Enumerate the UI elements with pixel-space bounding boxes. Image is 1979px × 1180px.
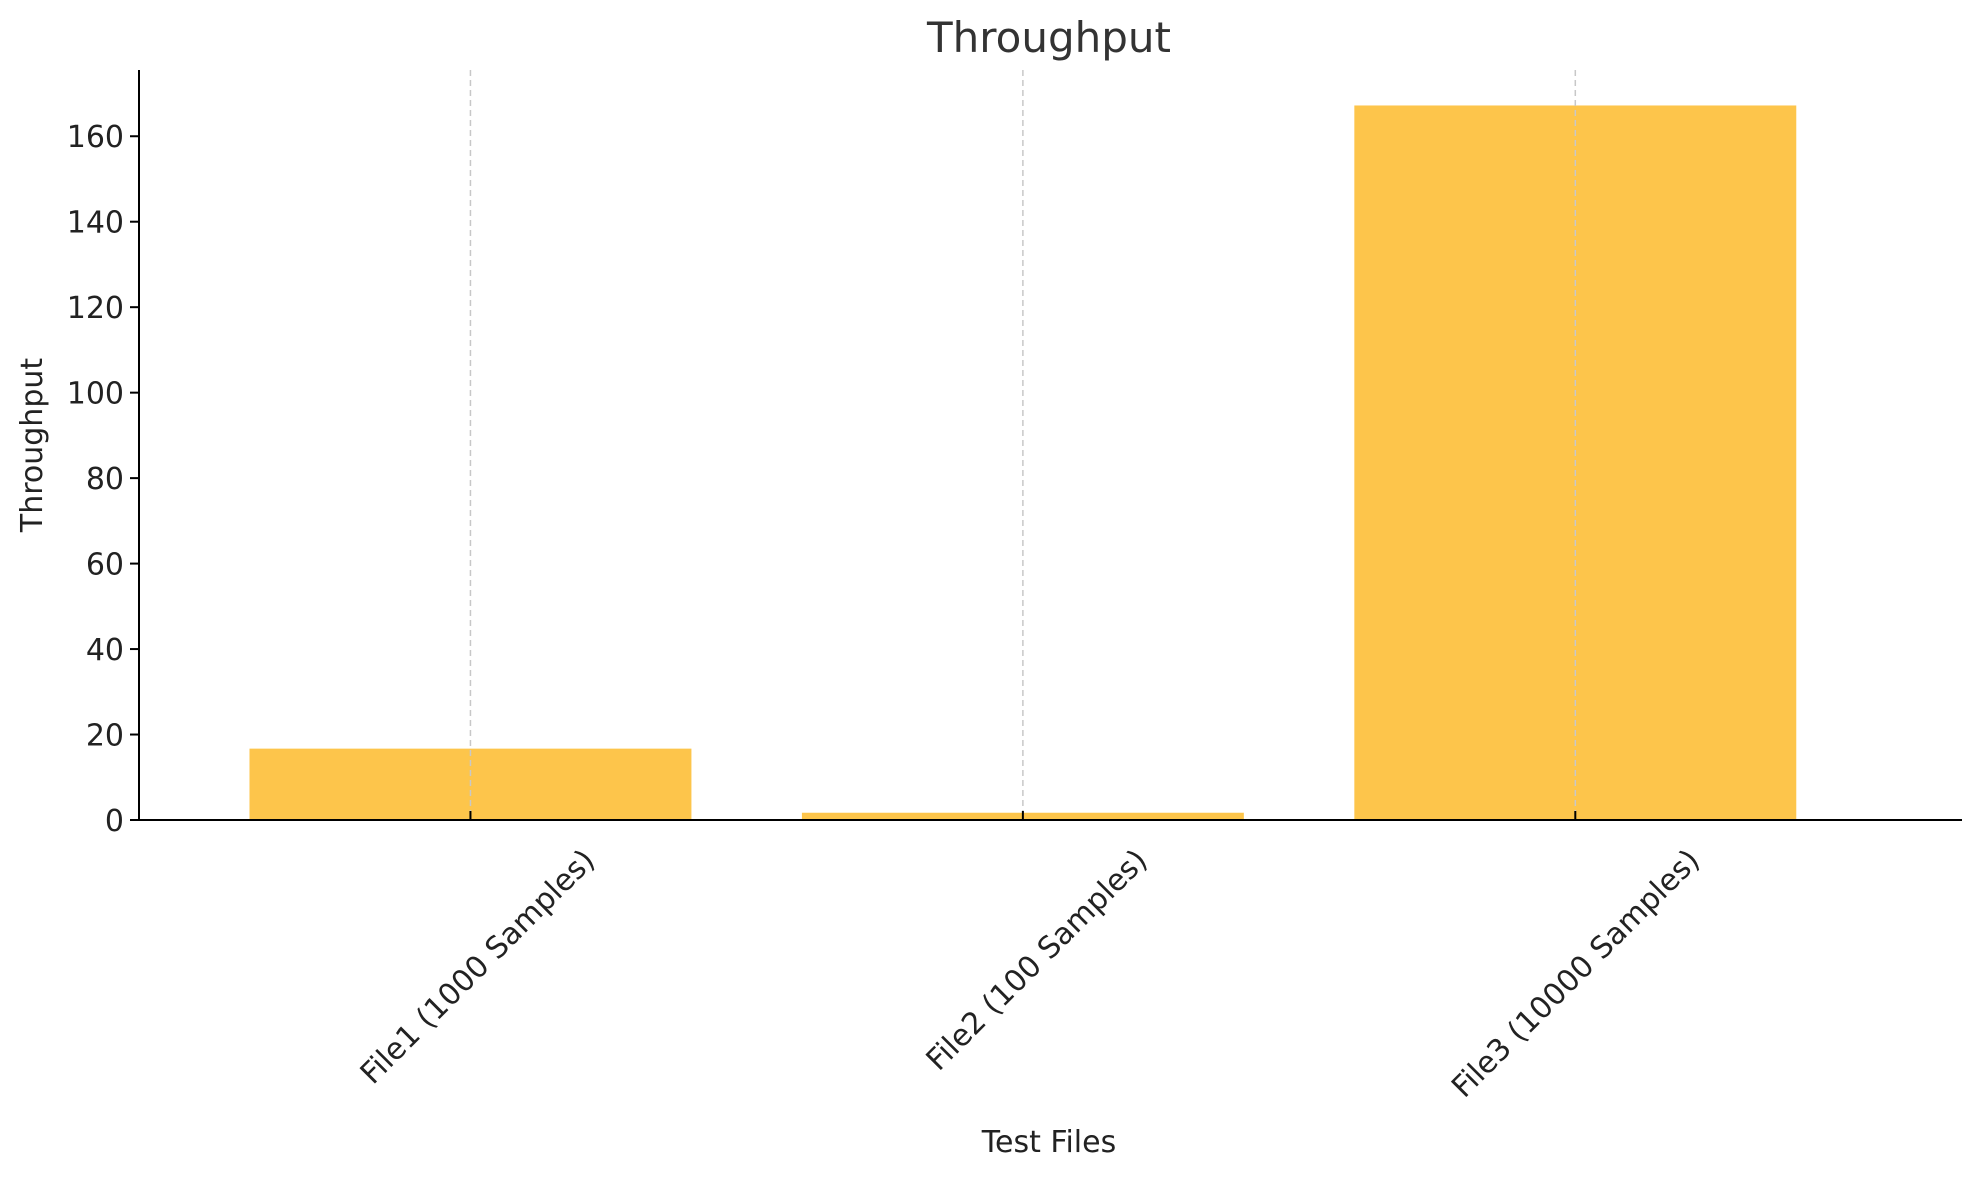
y-tick-label-40: 40 [86, 633, 124, 668]
y-tick-label-120: 120 [67, 291, 124, 326]
x-tick-label-3: File3 (10000 Samples) [1445, 843, 1707, 1105]
y-tick-label-140: 140 [67, 206, 124, 241]
y-tick-label-20: 20 [86, 719, 124, 754]
y-axis-label: Throughput [15, 358, 50, 533]
y-tick-label-80: 80 [86, 462, 124, 497]
x-tick-label-1: File1 (1000 Samples) [354, 843, 602, 1091]
y-tick-label-100: 100 [67, 377, 124, 412]
chart-title: Throughput [926, 13, 1171, 62]
y-tick-label-160: 160 [67, 120, 124, 155]
x-tick-label-2: File2 (100 Samples) [920, 843, 1155, 1078]
axes-layer [138, 70, 1962, 821]
x-ticks: File1 (1000 Samples) File2 (100 Samples) F… [354, 811, 1707, 1105]
grid-layer [469, 70, 1577, 820]
y-tick-label-0: 0 [105, 804, 124, 839]
x-axis-label: Test Files [981, 1125, 1116, 1160]
y-ticks: 0 20 40 60 80 100 120 140 160 [67, 120, 139, 839]
y-tick-label-60: 60 [86, 548, 124, 583]
